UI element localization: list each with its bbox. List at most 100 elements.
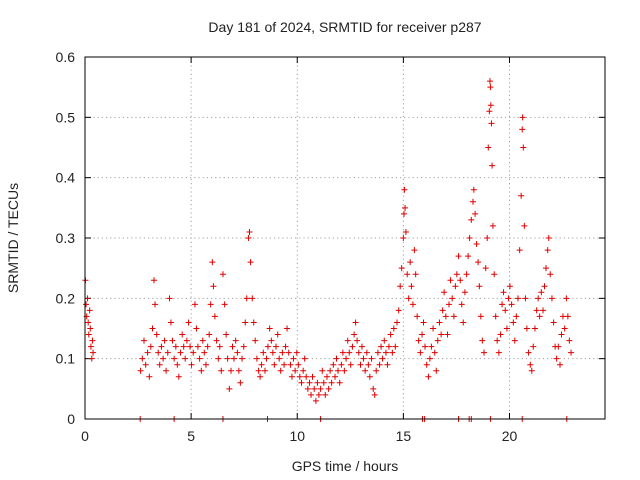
data-point [374, 349, 381, 356]
data-point [508, 301, 515, 308]
data-point [239, 355, 246, 362]
y-tick-label: 0 [67, 411, 75, 427]
data-point [152, 301, 159, 308]
data-point [450, 313, 457, 320]
data-point [408, 283, 415, 290]
data-point [355, 349, 362, 356]
data-point [563, 295, 570, 302]
data-point [311, 385, 318, 392]
data-point [502, 307, 509, 314]
data-point [527, 361, 534, 368]
data-point [235, 367, 242, 374]
data-point [277, 367, 284, 374]
data-point [339, 349, 346, 356]
data-point [229, 343, 236, 350]
data-point [85, 319, 92, 326]
data-point [434, 337, 441, 344]
data-point [90, 349, 97, 356]
data-point [547, 271, 554, 278]
y-tick-label: 0.3 [56, 230, 76, 246]
data-point [88, 355, 95, 362]
x-tick-label: 15 [396, 428, 412, 444]
data-point [196, 355, 203, 362]
data-point [494, 337, 501, 344]
data-point [317, 385, 324, 392]
data-point [245, 235, 252, 241]
data-point [446, 301, 452, 308]
data-point [499, 301, 506, 308]
data-point [528, 367, 535, 374]
data-point [395, 307, 402, 314]
data-point [191, 301, 198, 308]
data-point [475, 259, 482, 266]
data-point [371, 391, 378, 398]
data-point [442, 313, 449, 320]
data-points [82, 78, 575, 422]
data-point [332, 373, 339, 380]
data-point [518, 192, 525, 199]
data-point [226, 385, 233, 392]
data-point [422, 343, 429, 350]
data-point [322, 391, 329, 398]
data-point [370, 385, 377, 392]
data-point [213, 337, 220, 344]
data-point [139, 355, 146, 362]
data-point [392, 343, 399, 350]
data-point [284, 325, 291, 332]
data-point [306, 379, 313, 386]
data-point [460, 319, 467, 326]
data-point [522, 295, 529, 302]
data-point [505, 295, 512, 302]
y-tick-label: 0.2 [56, 290, 76, 306]
data-point [404, 271, 411, 278]
data-point [351, 331, 358, 338]
data-point [282, 343, 289, 350]
data-point [536, 313, 543, 320]
data-point [172, 343, 179, 350]
data-point [484, 235, 491, 241]
data-point [144, 349, 151, 356]
data-point [436, 319, 443, 326]
data-point [426, 355, 433, 362]
data-point [216, 343, 223, 350]
data-point [354, 337, 361, 344]
data-point [519, 114, 526, 121]
data-point [202, 361, 209, 368]
data-point [387, 331, 394, 338]
data-point [481, 349, 488, 356]
data-point [479, 337, 486, 344]
data-point [538, 289, 545, 296]
data-point [210, 283, 217, 290]
data-point [260, 349, 267, 356]
data-point [179, 331, 186, 338]
data-point [141, 337, 148, 344]
data-point [290, 355, 297, 362]
data-point [405, 295, 412, 302]
data-point [266, 325, 273, 332]
data-point [263, 355, 270, 362]
data-point [482, 265, 489, 272]
x-tick-label: 10 [289, 428, 305, 444]
data-point [447, 277, 454, 284]
data-point [295, 361, 302, 368]
data-point [352, 319, 359, 326]
data-point [419, 331, 426, 338]
data-point [255, 367, 262, 374]
data-point [390, 325, 397, 332]
data-point [319, 367, 326, 374]
data-point [175, 373, 182, 380]
data-point [87, 343, 94, 350]
data-point [84, 295, 91, 302]
data-point [228, 367, 235, 374]
grid [85, 57, 605, 419]
data-point [553, 355, 560, 362]
data-point [497, 331, 504, 338]
data-point [308, 391, 315, 398]
data-point [211, 313, 218, 320]
data-point [323, 373, 330, 380]
data-point [363, 349, 370, 356]
data-point [261, 367, 268, 374]
data-point [397, 283, 404, 290]
data-point [271, 361, 278, 368]
data-point [249, 295, 256, 302]
